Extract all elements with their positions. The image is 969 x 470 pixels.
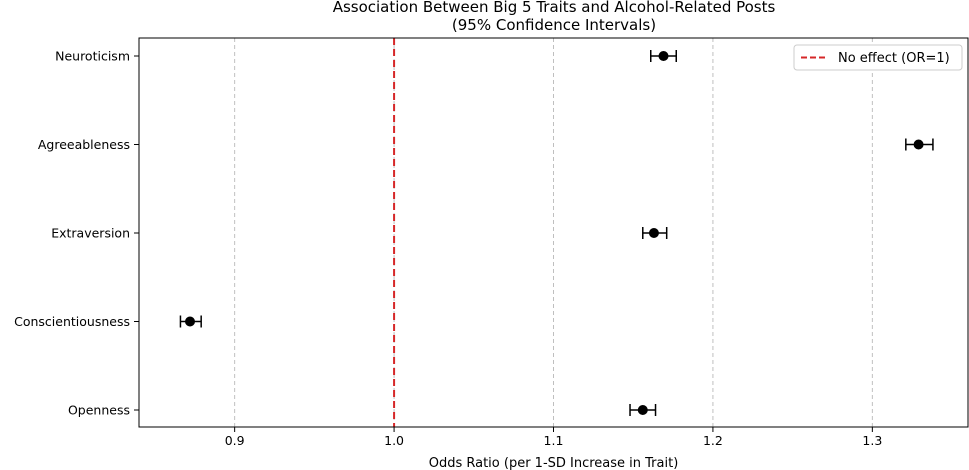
- y-tick-label: Extraversion: [51, 226, 130, 241]
- odds-ratio-marker: [658, 51, 669, 61]
- x-tick-label: 1.2: [703, 433, 723, 448]
- y-tick-label: Openness: [68, 403, 130, 418]
- x-tick-label: 1.0: [384, 433, 404, 448]
- x-tick-label: 0.9: [225, 433, 245, 448]
- legend-entry: No effect (OR=1): [838, 51, 950, 66]
- point-agreeableness: [905, 138, 934, 151]
- chart-title-line-1: Association Between Big 5 Traits and Alc…: [333, 0, 776, 16]
- grid-lines: [234, 38, 873, 427]
- chart-title-line-2: (95% Confidence Intervals): [452, 16, 656, 34]
- x-tick-label: 1.1: [544, 433, 564, 448]
- data-points: [179, 50, 934, 416]
- odds-ratio-marker: [648, 228, 659, 238]
- point-openness: [629, 404, 657, 416]
- x-axis-ticks: 0.9 1.0 1.1 1.2 1.3: [225, 427, 882, 448]
- chart-title: Association Between Big 5 Traits and Alc…: [333, 0, 776, 34]
- odds-ratio-marker: [185, 316, 196, 327]
- legend: No effect (OR=1): [793, 44, 963, 71]
- point-neuroticism: [649, 50, 678, 62]
- y-tick-label: Neuroticism: [55, 49, 130, 64]
- point-extraversion: [642, 227, 668, 239]
- y-tick-label: Conscientiousness: [14, 314, 130, 329]
- odds-ratio-marker: [913, 139, 924, 150]
- y-axis-ticks: Neuroticism Agreeableness Extraversion Cons…: [14, 49, 139, 418]
- x-tick-label: 1.3: [862, 433, 882, 448]
- legend-box: [793, 44, 963, 71]
- y-tick-label: Agreeableness: [38, 137, 130, 152]
- odds-ratio-marker: [637, 405, 648, 415]
- point-conscientiousness: [179, 315, 202, 328]
- x-axis-label: Odds Ratio (per 1-SD Increase in Trait): [429, 456, 679, 470]
